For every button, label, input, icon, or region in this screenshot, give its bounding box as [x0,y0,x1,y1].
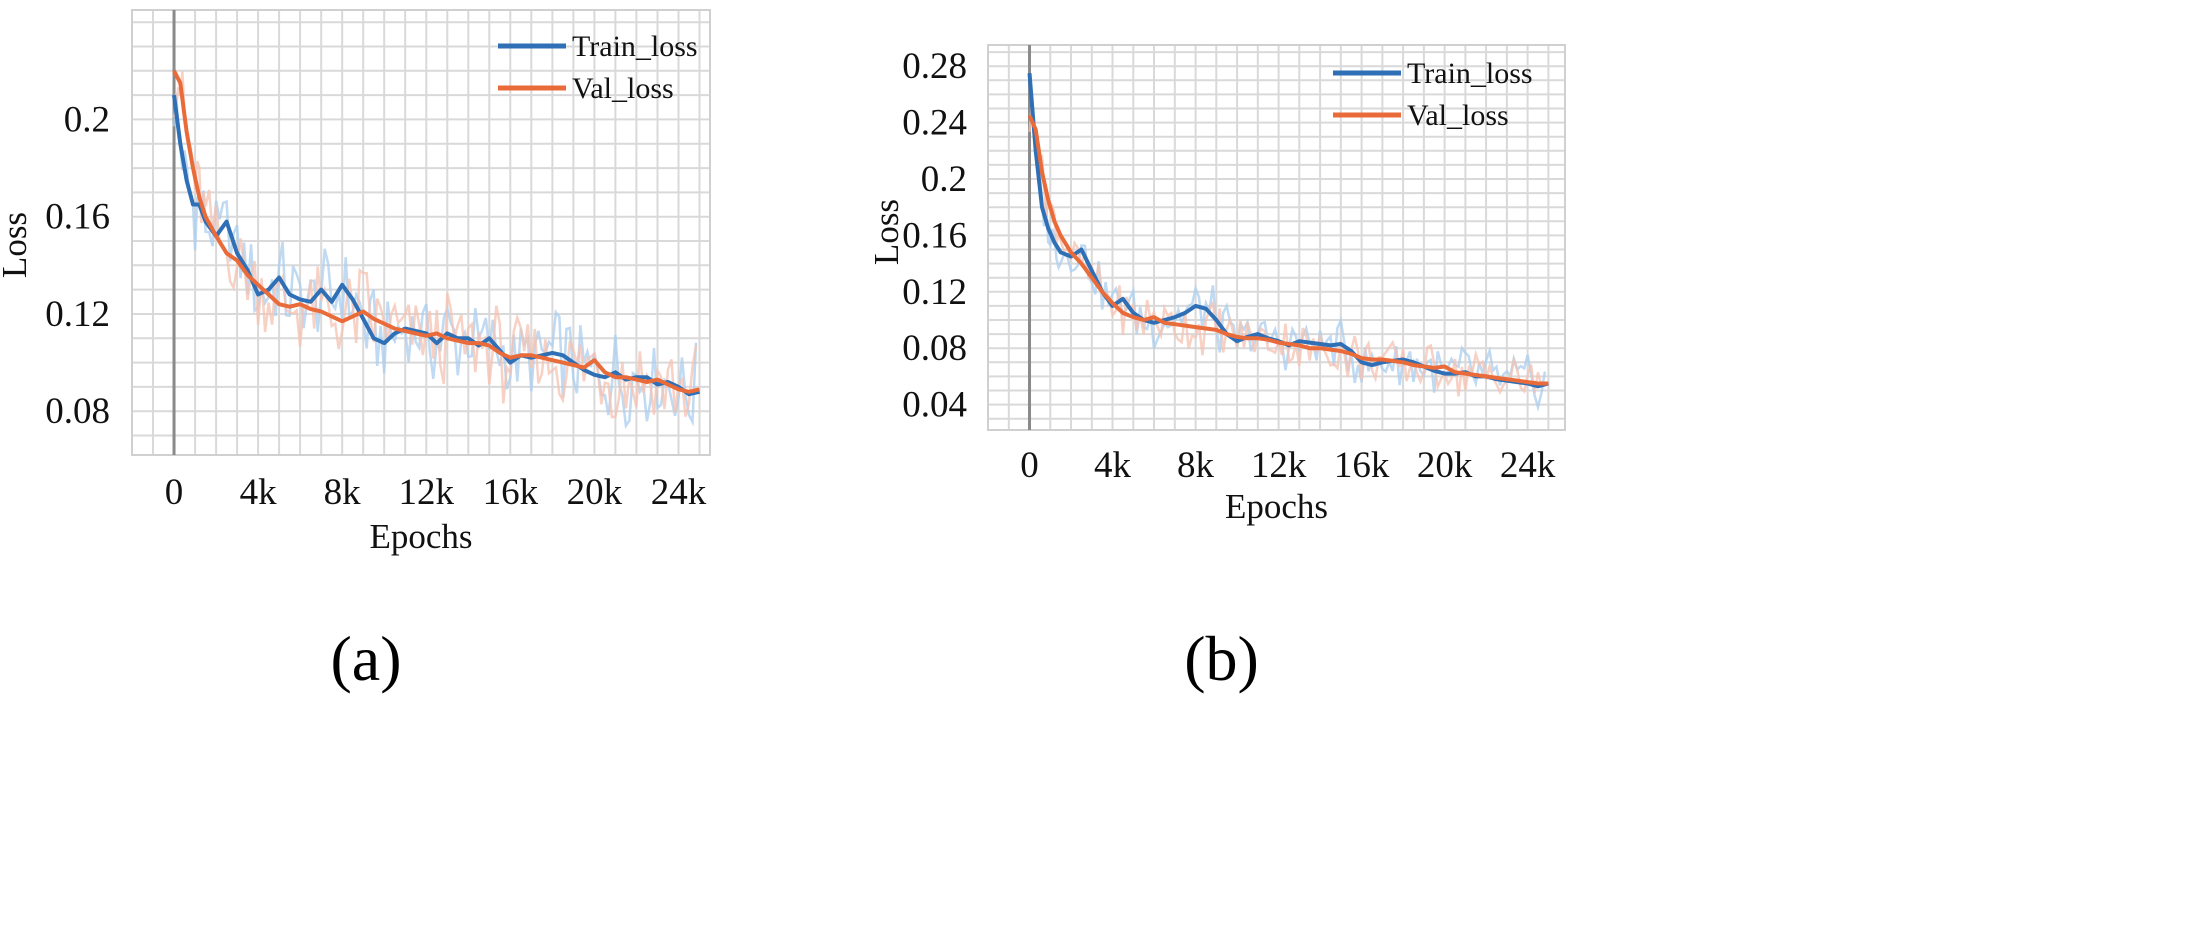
panel-caption: (a) [330,623,401,694]
x-tick-label: 8k [1177,445,1215,486]
series-line-val-loss [172,69,700,394]
chart-panel-a: 0.08 0.12 0.16 0.2 0 4k 8k 12k 16k 20k 24k Epochs Lo… [0,9,711,694]
x-axis-label: Epochs [369,517,472,556]
legend-label: Train_loss [1407,57,1533,90]
y-tick-label: 0.08 [45,391,110,432]
raw-trace-train-loss [172,92,698,429]
x-tick-label: 8k [324,472,362,513]
panel-caption: (b) [1184,623,1259,694]
x-tick-label: 0 [1020,445,1039,486]
y-tick-label: 0.2 [64,99,110,140]
plot-frame [131,9,711,456]
grid [131,10,710,455]
y-tick-label: 0.12 [45,294,110,335]
raw-trace-val-loss [172,71,698,419]
y-tick-label: 0.24 [902,103,967,144]
y-tick-label: 0.08 [902,328,967,369]
y-axis-label: Loss [867,199,906,265]
x-tick-label: 12k [1251,445,1307,486]
legend-label: Train_loss [572,30,698,63]
y-tick-label: 0.16 [45,197,110,238]
x-tick-label: 16k [1334,445,1390,486]
y-tick-label: 0.16 [902,215,967,256]
x-axis-label: Epochs [1225,487,1328,526]
raw-trace-train-loss [1028,86,1547,413]
legend-label: Val_loss [572,72,674,105]
x-tick-label: 4k [240,472,278,513]
y-tick-label: 0.04 [902,385,967,426]
x-tick-label: 24k [1500,445,1556,486]
y-axis-label: Loss [0,212,34,278]
y-tick-label: 0.2 [921,159,967,200]
chart-panel-b: 0.04 0.08 0.12 0.16 0.2 0.24 0.28 0 4k 8k 12k 16k 20… [867,44,1566,694]
x-tick-label: 20k [1417,445,1473,486]
x-tick-label: 0 [165,472,184,513]
legend-label: Val_loss [1407,99,1509,132]
x-tick-label: 24k [651,472,707,513]
y-tick-label: 0.28 [902,46,967,87]
series-line-val-loss [1027,114,1549,386]
legend: Train_loss Val_loss [1333,57,1533,132]
x-tick-label: 12k [399,472,455,513]
x-tick-label: 4k [1094,445,1132,486]
legend: Train_loss Val_loss [498,30,698,105]
x-tick-label: 16k [483,472,539,513]
plot-frame [987,44,1566,431]
x-tick-label: 20k [567,472,623,513]
y-tick-label: 0.12 [902,272,967,313]
raw-trace-val-loss [1028,105,1546,397]
